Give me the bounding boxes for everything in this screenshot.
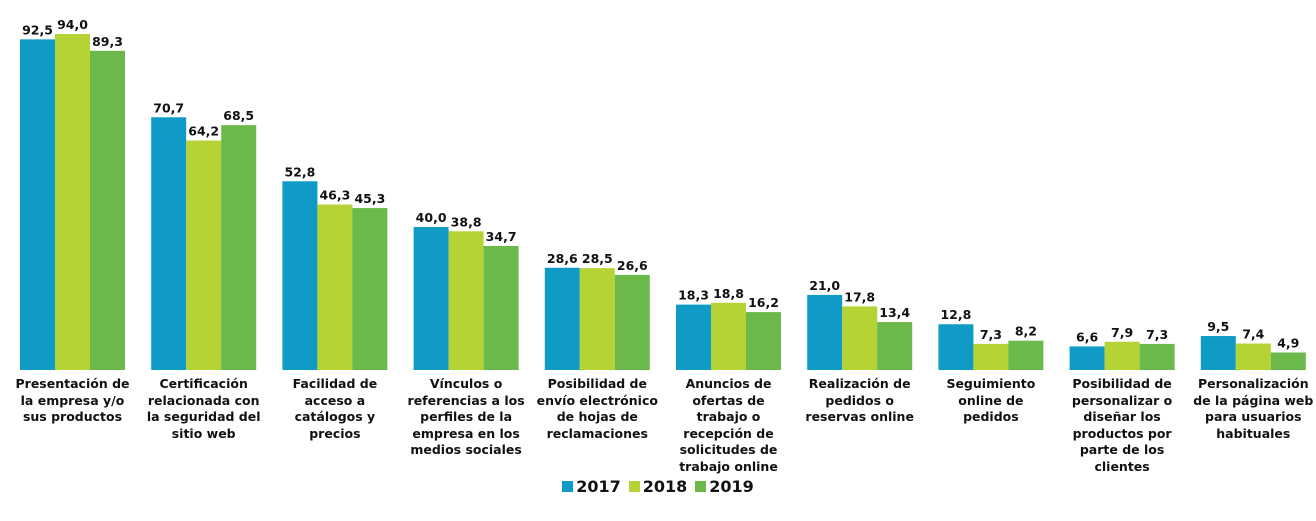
bar bbox=[938, 324, 974, 370]
bar bbox=[1008, 340, 1044, 370]
x-tick-label: Posibilidad de personalizar o diseñar lo… bbox=[1071, 376, 1173, 474]
value-label: 70,7 bbox=[153, 100, 184, 115]
x-tick-label: Certificación relacionada con la segurid… bbox=[146, 376, 261, 441]
x-tick-label: Anuncios de ofertas de trabajo o recepci… bbox=[679, 376, 778, 474]
bar bbox=[544, 267, 580, 370]
value-label: 18,8 bbox=[713, 286, 744, 301]
bar bbox=[352, 208, 388, 370]
bar bbox=[807, 294, 843, 370]
value-label: 28,6 bbox=[547, 251, 578, 266]
legend-item: 2018 bbox=[628, 477, 688, 496]
value-label: 52,8 bbox=[284, 164, 315, 179]
value-label: 64,2 bbox=[188, 124, 219, 139]
value-label: 9,5 bbox=[1207, 319, 1229, 334]
bar bbox=[90, 50, 125, 371]
legend-swatch bbox=[695, 481, 707, 492]
value-label: 6,6 bbox=[1076, 329, 1098, 344]
legend-label: 2019 bbox=[709, 477, 754, 496]
value-label: 34,7 bbox=[486, 229, 517, 244]
bar bbox=[877, 322, 913, 370]
value-label: 12,8 bbox=[940, 307, 971, 322]
legend-swatch bbox=[562, 481, 574, 492]
bar bbox=[55, 34, 90, 370]
bar bbox=[448, 231, 484, 370]
legend-label: 2018 bbox=[642, 477, 688, 496]
value-label: 7,3 bbox=[1146, 327, 1168, 342]
x-tick-label: Presentación de la empresa y/o sus produ… bbox=[15, 376, 130, 424]
bar bbox=[186, 140, 222, 370]
x-tick-label: Personalización de la página web para us… bbox=[1193, 376, 1314, 441]
value-label: 40,0 bbox=[416, 210, 447, 225]
bar bbox=[1139, 343, 1175, 370]
value-label: 89,3 bbox=[92, 34, 123, 49]
legend-label: 2017 bbox=[576, 477, 621, 496]
value-label: 7,3 bbox=[980, 327, 1002, 342]
x-tick-label: Seguimiento online de pedidos bbox=[946, 376, 1036, 424]
value-label: 8,2 bbox=[1015, 324, 1037, 339]
legend: 2017 2018 2019 bbox=[0, 477, 1316, 496]
x-tick-label: Realización de pedidos o reservas online bbox=[805, 376, 914, 424]
bar bbox=[221, 125, 257, 371]
value-label: 4,9 bbox=[1277, 335, 1299, 350]
bar bbox=[20, 39, 55, 371]
bar bbox=[579, 268, 615, 370]
value-label: 18,3 bbox=[678, 288, 709, 303]
value-label: 13,4 bbox=[879, 305, 910, 320]
value-label: 38,8 bbox=[451, 214, 482, 229]
value-label: 21,0 bbox=[809, 278, 840, 293]
x-tick-label: Posibilidad de envío electrónico de hoja… bbox=[536, 376, 658, 441]
value-label: 7,9 bbox=[1111, 325, 1133, 340]
value-label: 16,2 bbox=[748, 295, 779, 310]
bar bbox=[973, 343, 1009, 370]
value-label: 17,8 bbox=[844, 289, 875, 304]
legend-item: 2017 bbox=[562, 477, 621, 496]
legend-item: 2019 bbox=[695, 477, 754, 496]
bar bbox=[1104, 341, 1140, 370]
bar bbox=[1069, 346, 1105, 370]
bar bbox=[1270, 352, 1306, 370]
value-label: 28,5 bbox=[582, 251, 613, 266]
bar bbox=[711, 302, 746, 370]
value-label: 7,4 bbox=[1242, 327, 1264, 342]
bar bbox=[413, 227, 449, 370]
bar bbox=[746, 312, 781, 370]
legend-swatch bbox=[628, 481, 640, 492]
value-label: 46,3 bbox=[319, 188, 350, 203]
bar bbox=[282, 181, 318, 370]
bar bbox=[151, 117, 187, 371]
value-label: 45,3 bbox=[354, 191, 385, 206]
bar bbox=[1200, 336, 1236, 370]
bar bbox=[483, 245, 519, 370]
value-label: 94,0 bbox=[57, 17, 88, 32]
bar bbox=[1235, 343, 1271, 370]
bar bbox=[676, 304, 711, 370]
bar bbox=[614, 274, 650, 370]
x-tick-label: Vínculos o referencias a los perfiles de… bbox=[407, 376, 525, 457]
value-label: 68,5 bbox=[223, 108, 254, 123]
value-label: 26,6 bbox=[617, 258, 648, 273]
bar bbox=[317, 204, 353, 370]
bar bbox=[842, 306, 878, 370]
x-tick-label: Facilidad de acceso a catálogos y precio… bbox=[292, 376, 378, 441]
value-label: 92,5 bbox=[22, 22, 53, 37]
